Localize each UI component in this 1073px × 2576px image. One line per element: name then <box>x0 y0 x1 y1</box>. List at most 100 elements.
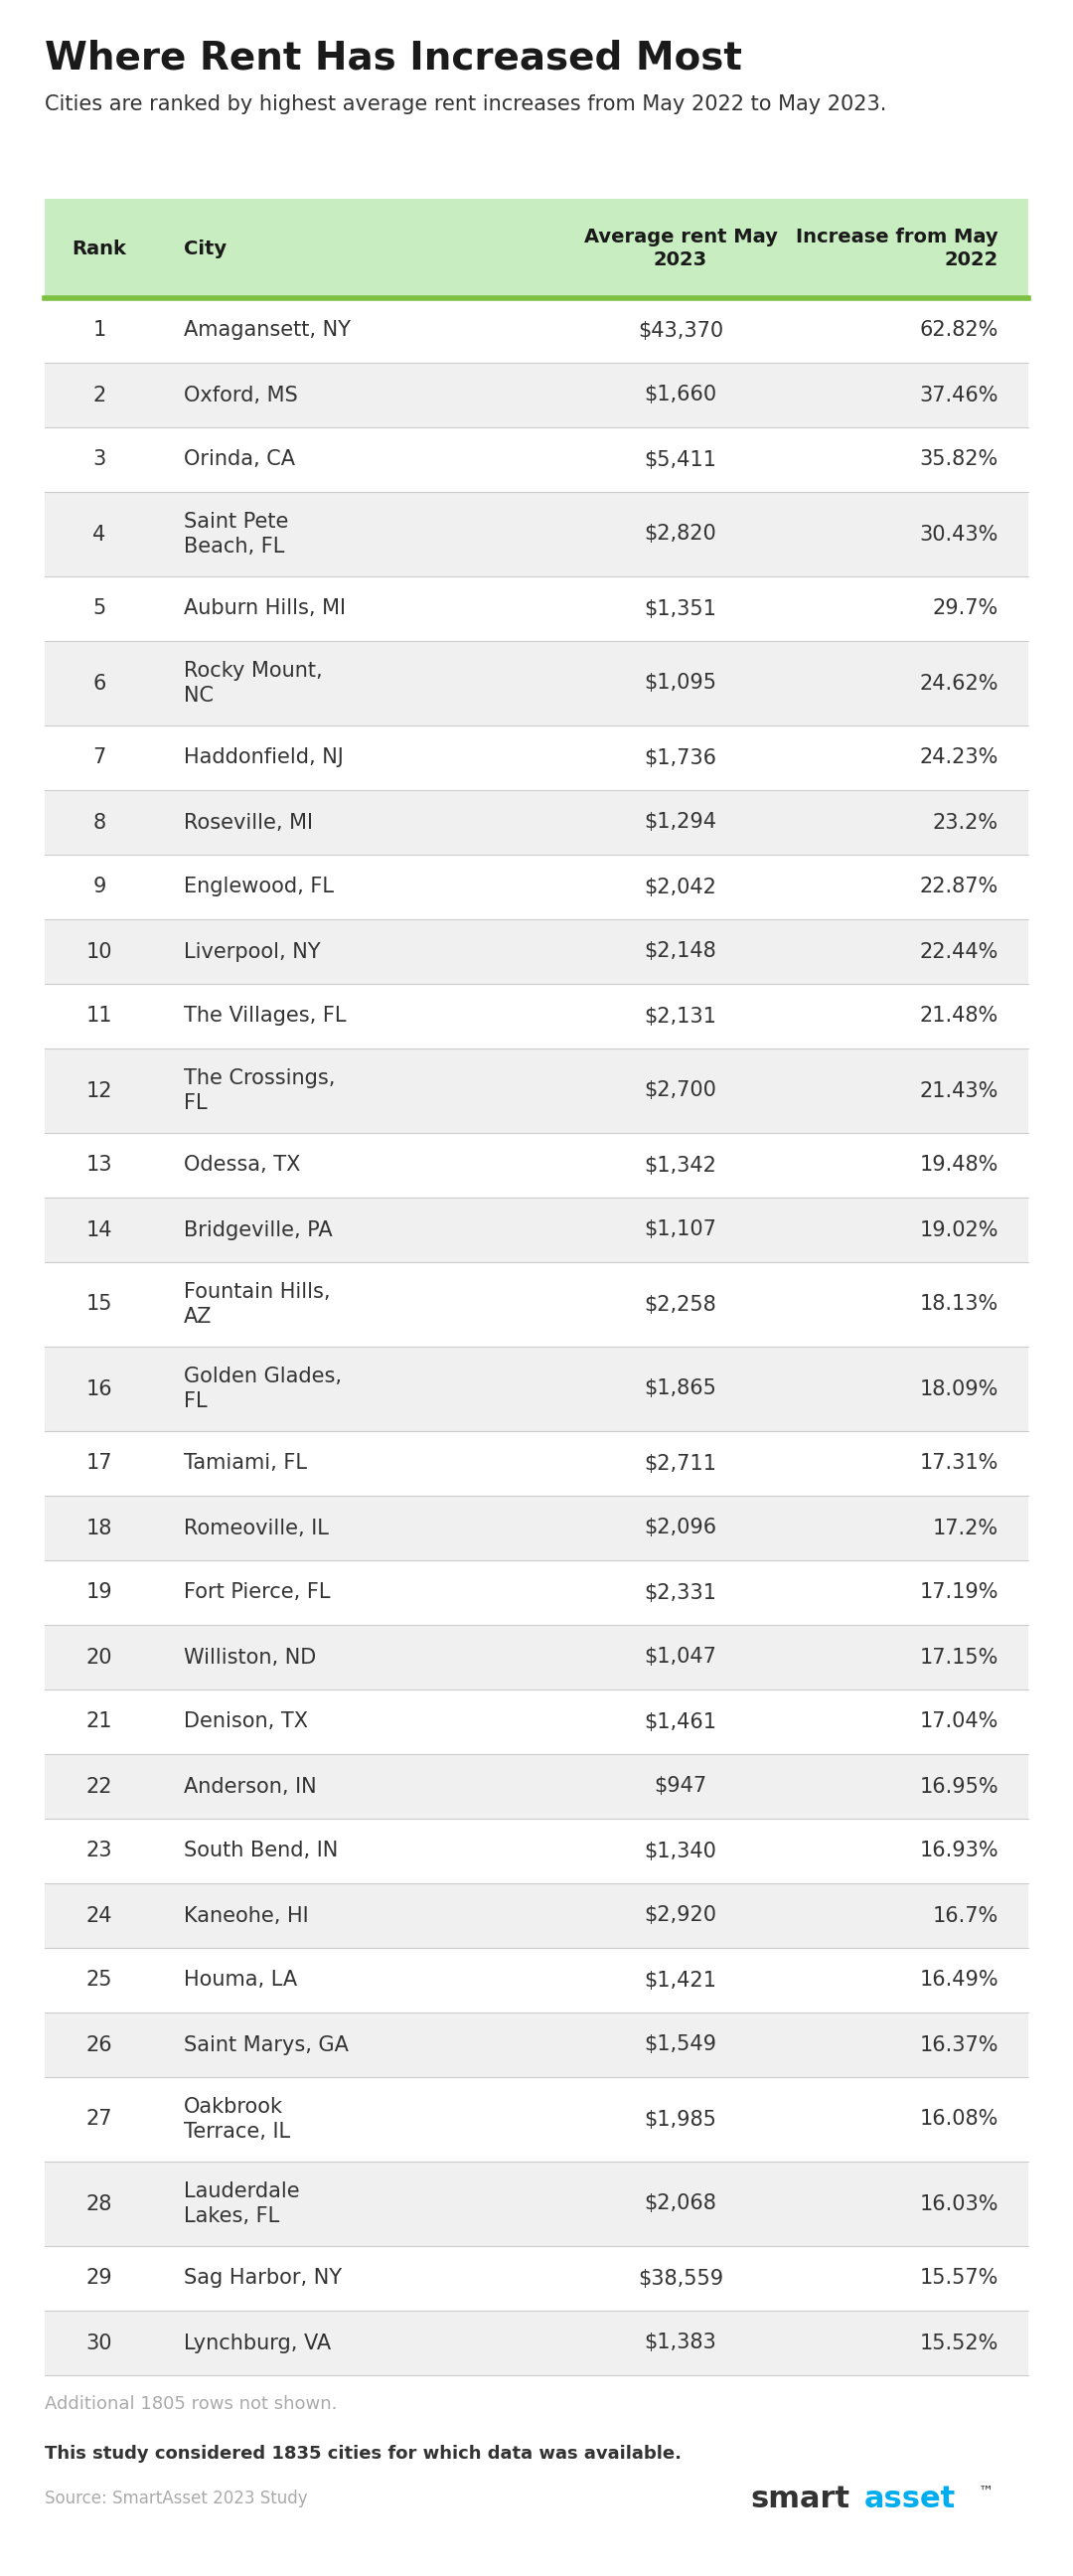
Text: $2,700: $2,700 <box>645 1082 717 1100</box>
Bar <box>45 2161 1028 2246</box>
Text: 35.82%: 35.82% <box>920 451 999 469</box>
Text: Where Rent Has Increased Most: Where Rent Has Increased Most <box>45 39 743 77</box>
Text: 23.2%: 23.2% <box>932 811 999 832</box>
Text: 8: 8 <box>93 811 106 832</box>
Text: $1,865: $1,865 <box>645 1378 717 1399</box>
Text: 29.7%: 29.7% <box>932 598 999 618</box>
Text: 19: 19 <box>86 1582 113 1602</box>
Text: $1,660: $1,660 <box>644 384 717 404</box>
Text: 30.43%: 30.43% <box>920 526 999 544</box>
Text: Oxford, MS: Oxford, MS <box>183 384 298 404</box>
Text: 30: 30 <box>86 2334 113 2352</box>
Bar <box>45 1497 1028 1561</box>
Text: 18: 18 <box>86 1517 113 1538</box>
Text: $1,107: $1,107 <box>645 1221 717 1239</box>
Text: 62.82%: 62.82% <box>920 319 999 340</box>
Text: 4: 4 <box>92 526 106 544</box>
Text: $5,411: $5,411 <box>645 451 717 469</box>
Bar <box>45 1819 1028 1883</box>
Text: 16: 16 <box>86 1378 113 1399</box>
Text: 17.19%: 17.19% <box>920 1582 999 1602</box>
Text: $1,736: $1,736 <box>644 747 717 768</box>
Bar <box>45 2311 1028 2375</box>
Text: $1,383: $1,383 <box>645 2334 717 2352</box>
Text: $1,421: $1,421 <box>645 1971 717 1991</box>
Text: Golden Glades,
FL: Golden Glades, FL <box>183 1368 342 1412</box>
Text: $38,559: $38,559 <box>637 2269 723 2287</box>
Text: ™: ™ <box>979 2486 994 2499</box>
Text: $2,820: $2,820 <box>645 526 717 544</box>
Bar <box>45 492 1028 577</box>
Text: Increase from May
2022: Increase from May 2022 <box>796 227 999 270</box>
Text: Saint Pete
Beach, FL: Saint Pete Beach, FL <box>183 513 289 556</box>
Text: Liverpool, NY: Liverpool, NY <box>183 943 321 961</box>
Bar <box>45 2246 1028 2311</box>
Text: $947: $947 <box>655 1777 707 1795</box>
Text: 1: 1 <box>92 319 106 340</box>
Text: 24.23%: 24.23% <box>920 747 999 768</box>
Text: 16.08%: 16.08% <box>920 2110 999 2130</box>
Text: Englewood, FL: Englewood, FL <box>183 876 334 896</box>
Text: This study considered 1835 cities for which data was available.: This study considered 1835 cities for wh… <box>45 2445 681 2463</box>
Text: 24.62%: 24.62% <box>920 672 999 693</box>
Text: 17: 17 <box>86 1453 113 1473</box>
Bar <box>45 641 1028 726</box>
Text: 21.43%: 21.43% <box>920 1082 999 1100</box>
Text: Roseville, MI: Roseville, MI <box>183 811 313 832</box>
Text: 27: 27 <box>86 2110 113 2130</box>
Text: $2,711: $2,711 <box>645 1453 717 1473</box>
Text: $2,131: $2,131 <box>645 1007 717 1025</box>
Text: $1,985: $1,985 <box>645 2110 717 2130</box>
Text: $2,920: $2,920 <box>644 1906 717 1924</box>
Text: $43,370: $43,370 <box>637 319 723 340</box>
Text: Auburn Hills, MI: Auburn Hills, MI <box>183 598 346 618</box>
Text: 17.04%: 17.04% <box>920 1713 999 1731</box>
Text: 3: 3 <box>92 451 106 469</box>
Text: 22: 22 <box>86 1777 113 1795</box>
Text: $1,095: $1,095 <box>644 672 717 693</box>
Text: 37.46%: 37.46% <box>920 384 999 404</box>
Text: Average rent May
2023: Average rent May 2023 <box>584 227 777 270</box>
Text: $2,042: $2,042 <box>645 876 717 896</box>
Bar <box>45 1347 1028 1432</box>
Text: 10: 10 <box>86 943 113 961</box>
Text: Fort Pierce, FL: Fort Pierce, FL <box>183 1582 330 1602</box>
Text: 12: 12 <box>86 1082 113 1100</box>
Bar <box>45 1883 1028 1947</box>
Bar <box>45 299 1028 363</box>
Text: 7: 7 <box>92 747 106 768</box>
Text: Williston, ND: Williston, ND <box>183 1646 317 1667</box>
Text: smart: smart <box>750 2486 850 2514</box>
Text: Fountain Hills,
AZ: Fountain Hills, AZ <box>183 1283 330 1327</box>
Text: 19.02%: 19.02% <box>920 1221 999 1239</box>
Text: 16.37%: 16.37% <box>920 2035 999 2056</box>
Bar <box>45 1432 1028 1497</box>
Bar <box>45 1947 1028 2012</box>
Text: $2,068: $2,068 <box>645 2195 717 2213</box>
Text: Denison, TX: Denison, TX <box>183 1713 308 1731</box>
Text: $2,096: $2,096 <box>644 1517 717 1538</box>
Text: 15.57%: 15.57% <box>920 2269 999 2287</box>
Text: Additional 1805 rows not shown.: Additional 1805 rows not shown. <box>45 2396 337 2414</box>
Text: 22.44%: 22.44% <box>920 943 999 961</box>
Bar <box>45 1690 1028 1754</box>
Text: The Villages, FL: The Villages, FL <box>183 1007 347 1025</box>
Text: Source: SmartAsset 2023 Study: Source: SmartAsset 2023 Study <box>45 2488 308 2506</box>
Bar <box>45 2076 1028 2161</box>
Text: 16.03%: 16.03% <box>920 2195 999 2213</box>
Text: 24: 24 <box>86 1906 113 1924</box>
Bar <box>45 1198 1028 1262</box>
Bar <box>45 1625 1028 1690</box>
Text: Odessa, TX: Odessa, TX <box>183 1154 300 1175</box>
Text: 26: 26 <box>86 2035 113 2056</box>
Text: Saint Marys, GA: Saint Marys, GA <box>183 2035 349 2056</box>
Bar <box>45 198 1028 299</box>
Bar <box>45 984 1028 1048</box>
Text: $1,340: $1,340 <box>645 1842 717 1860</box>
Text: Bridgeville, PA: Bridgeville, PA <box>183 1221 333 1239</box>
Text: $2,148: $2,148 <box>645 943 717 961</box>
Text: Romeoville, IL: Romeoville, IL <box>183 1517 328 1538</box>
Text: 16.7%: 16.7% <box>932 1906 999 1924</box>
Bar <box>45 363 1028 428</box>
Text: $1,461: $1,461 <box>644 1713 717 1731</box>
